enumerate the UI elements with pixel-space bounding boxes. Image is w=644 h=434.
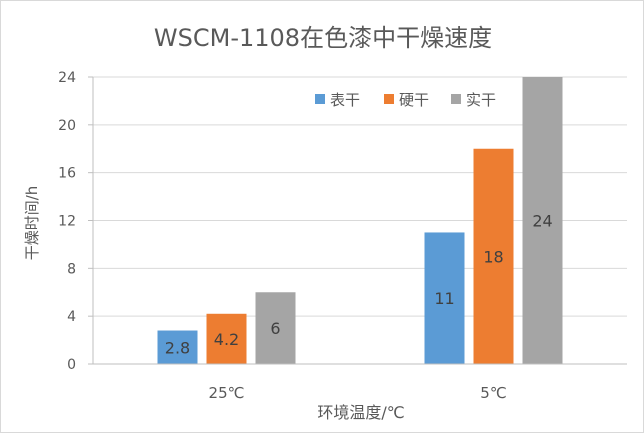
- x-axis-label: 环境温度/℃: [317, 403, 404, 422]
- y-tick-label: 0: [67, 357, 76, 373]
- y-tick-label: 24: [58, 70, 76, 86]
- data-label: 4.2: [214, 330, 239, 349]
- axes: 0 4 8 12 16 20 24 25℃ 5℃: [58, 70, 627, 402]
- legend-label: 实干: [466, 91, 496, 109]
- y-tick-label: 16: [58, 166, 76, 182]
- legend-label: 硬干: [399, 91, 429, 109]
- chart-title: WSCM-1108在色漆中干燥速度: [154, 24, 492, 52]
- y-tick-label: 4: [67, 309, 76, 325]
- x-tick-label: 5℃: [480, 384, 506, 402]
- bar: [157, 330, 198, 364]
- legend-swatch: [384, 94, 394, 104]
- data-label: 24: [532, 212, 552, 231]
- data-label: 11: [434, 289, 454, 308]
- bar: [255, 292, 296, 364]
- legend: 表干 硬干 实干: [315, 91, 496, 109]
- bar: [473, 148, 514, 364]
- data-label: 2.8: [165, 338, 190, 357]
- x-tick-label: 25℃: [209, 384, 245, 402]
- y-tick-label: 20: [58, 118, 76, 134]
- legend-swatch: [451, 94, 461, 104]
- y-tick-label: 8: [67, 261, 76, 277]
- data-label: 6: [270, 319, 280, 338]
- legend-label: 表干: [330, 91, 360, 109]
- bar: [522, 77, 563, 364]
- bar: [424, 232, 465, 364]
- y-tick-label: 12: [58, 214, 76, 230]
- data-label: 18: [483, 247, 503, 266]
- bar: [206, 313, 247, 364]
- bars: 2.8 4.2 6 11 18 24: [157, 77, 563, 364]
- legend-swatch: [315, 94, 325, 104]
- y-axis-label: 干燥时间/h: [23, 186, 41, 261]
